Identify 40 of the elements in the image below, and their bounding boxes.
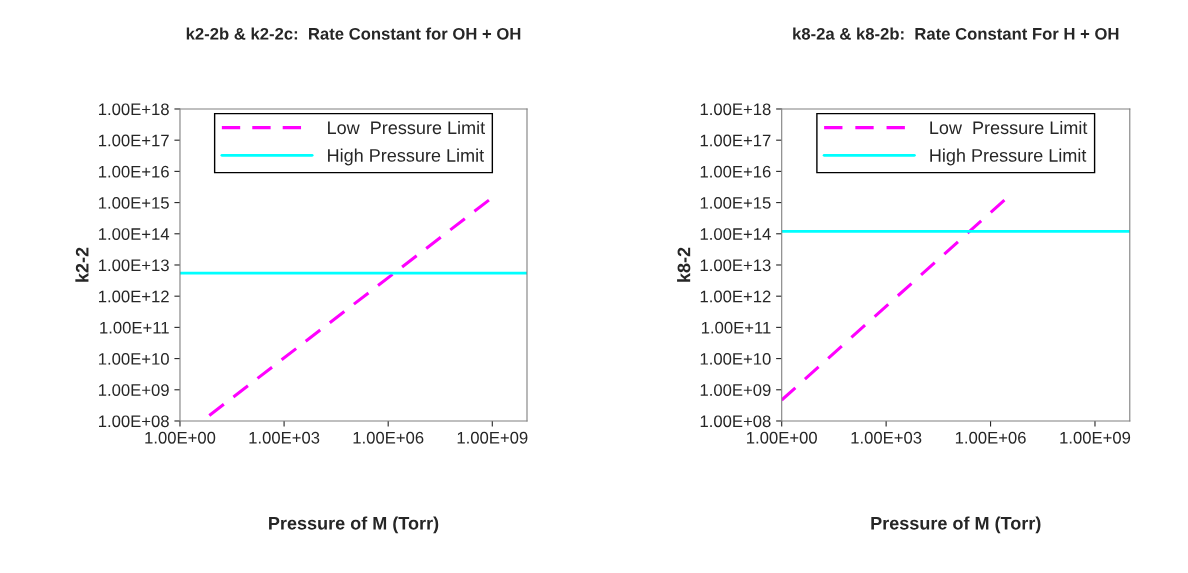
- y-tick-label: 1.00E+09: [700, 384, 771, 396]
- chart-title: k2-2b & k2-2c: Rate Constant for OH + OH: [186, 27, 521, 40]
- y-tick-label: 1.00E+14: [99, 228, 170, 240]
- legend-label: High Pressure Limit: [930, 148, 1087, 166]
- y-axis-title: k2-2: [75, 247, 89, 282]
- y-tick-label: 1.00E+13: [700, 259, 771, 272]
- y-tick-label: 1.00E+17: [700, 134, 771, 147]
- y-tick-label: 1.00E+18: [99, 103, 169, 116]
- legend-label: High Pressure Limit: [328, 148, 484, 166]
- y-tick-label: 1.00E+08: [99, 415, 169, 428]
- y-tick-label: 1.00E+16: [99, 165, 169, 178]
- x-tick-label: 1.00E+00: [145, 431, 216, 444]
- x-axis-title: Pressure of M (Torr): [871, 516, 1041, 534]
- legend-label: Low Pressure Limit: [930, 120, 1088, 135]
- y-tick-label: 1.00E+10: [700, 352, 771, 365]
- y-tick-label: 1.00E+15: [99, 196, 169, 209]
- x-tick-label: 1.00E+09: [1060, 431, 1131, 444]
- chart-title: k8-2a & k8-2b: Rate Constant For H + OH: [793, 27, 1119, 40]
- x-axis-title: Pressure of M (Torr): [269, 516, 439, 534]
- x-tick-label: 1.00E+06: [353, 431, 424, 444]
- y-axis-title: k8-2: [677, 247, 691, 282]
- y-tick-label: 1.00E+15: [700, 196, 771, 209]
- y-tick-label: 1.00E+12: [99, 290, 169, 303]
- x-tick-label: 1.00E+09: [457, 431, 528, 444]
- x-tick-label: 1.00E+00: [747, 431, 817, 444]
- y-tick-label: 1.00E+13: [99, 259, 169, 272]
- y-tick-label: 1.00E+18: [700, 103, 771, 116]
- y-tick-label: 1.00E+11: [100, 321, 169, 334]
- y-tick-label: 1.00E+08: [700, 415, 771, 428]
- y-tick-label: 1.00E+17: [99, 134, 169, 147]
- y-tick-label: 1.00E+11: [701, 321, 771, 334]
- x-tick-label: 1.00E+06: [955, 431, 1026, 444]
- y-tick-label: 1.00E+09: [99, 384, 169, 396]
- x-tick-label: 1.00E+03: [851, 431, 922, 444]
- y-tick-label: 1.00E+16: [700, 165, 771, 178]
- y-tick-label: 1.00E+14: [700, 228, 771, 240]
- y-tick-label: 1.00E+10: [99, 352, 169, 365]
- legend-label: Low Pressure Limit: [328, 120, 485, 135]
- y-tick-label: 1.00E+12: [700, 290, 771, 303]
- x-tick-label: 1.00E+03: [249, 431, 320, 444]
